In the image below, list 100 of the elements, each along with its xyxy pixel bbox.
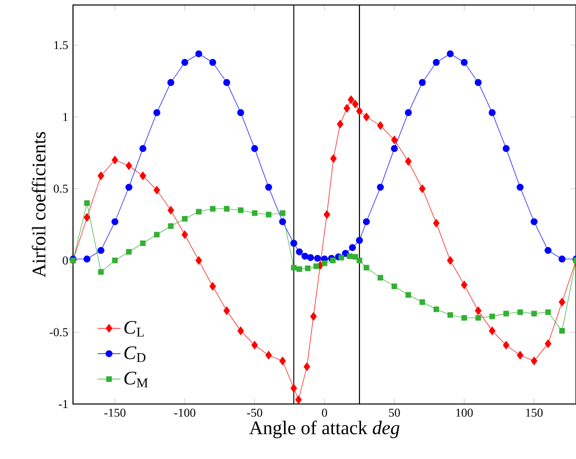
point xyxy=(310,312,317,321)
point xyxy=(304,362,310,371)
point xyxy=(324,210,330,219)
point xyxy=(474,79,482,86)
point xyxy=(112,156,118,164)
point xyxy=(301,252,308,260)
point xyxy=(209,282,216,291)
point xyxy=(502,145,510,152)
point xyxy=(251,340,258,350)
point xyxy=(447,312,454,318)
point xyxy=(139,145,146,152)
x-axis-title: Angle of attack deg xyxy=(249,420,400,438)
point xyxy=(363,112,370,122)
point xyxy=(474,306,482,315)
legend-label: C$_{D}$ xyxy=(124,346,146,362)
point xyxy=(279,356,286,366)
point xyxy=(352,100,359,108)
point xyxy=(446,50,454,58)
point xyxy=(322,260,328,266)
x-tick-label: 150 xyxy=(526,408,543,417)
point xyxy=(346,253,352,259)
point xyxy=(209,58,216,66)
point xyxy=(502,340,510,350)
point xyxy=(182,230,188,239)
point xyxy=(517,309,523,315)
point xyxy=(112,258,118,264)
point xyxy=(376,184,384,191)
point xyxy=(330,154,337,163)
point xyxy=(356,258,362,264)
point xyxy=(307,254,314,262)
point xyxy=(460,58,468,66)
point xyxy=(304,266,311,272)
point xyxy=(290,240,298,247)
point xyxy=(237,326,244,336)
point xyxy=(223,306,230,315)
point xyxy=(348,95,354,104)
point xyxy=(530,218,538,226)
point xyxy=(84,200,90,206)
point xyxy=(348,244,356,252)
x-tick-label: 100 xyxy=(456,408,473,417)
point xyxy=(356,106,363,116)
y-tick-label: 1 xyxy=(63,112,68,121)
point xyxy=(433,306,440,312)
point xyxy=(488,109,496,116)
point xyxy=(126,249,132,255)
point xyxy=(252,210,258,216)
point xyxy=(97,246,104,254)
point xyxy=(545,309,551,315)
point xyxy=(296,266,302,272)
point xyxy=(503,310,509,316)
point xyxy=(559,328,565,334)
point xyxy=(265,184,272,191)
point xyxy=(338,254,344,260)
point xyxy=(362,218,370,226)
point xyxy=(378,274,384,280)
point xyxy=(84,213,90,222)
point xyxy=(488,326,496,336)
x-tick-label: -150 xyxy=(104,408,126,417)
point xyxy=(98,269,104,275)
point xyxy=(531,310,537,316)
y-axis-title: Airfoil coefficients xyxy=(32,132,46,278)
point xyxy=(266,212,272,218)
point xyxy=(168,223,174,229)
point xyxy=(446,256,454,265)
point xyxy=(330,258,336,264)
y-tick-label: 0 xyxy=(62,256,68,265)
point xyxy=(195,50,202,58)
point xyxy=(404,109,412,116)
point xyxy=(516,350,524,360)
point xyxy=(314,254,321,262)
point xyxy=(154,186,160,194)
x-tick-label: -100 xyxy=(174,408,196,417)
point xyxy=(530,356,538,366)
point xyxy=(390,145,398,152)
point xyxy=(475,315,481,321)
point xyxy=(210,206,216,212)
point xyxy=(181,58,188,66)
point xyxy=(223,79,230,86)
point xyxy=(420,299,426,305)
x-tick-label: -50 xyxy=(247,408,262,417)
point xyxy=(296,248,303,256)
point xyxy=(251,145,258,152)
point xyxy=(364,264,370,270)
point xyxy=(392,283,398,290)
point xyxy=(336,120,344,128)
point xyxy=(290,384,298,392)
point xyxy=(558,256,566,262)
point xyxy=(558,298,566,306)
point xyxy=(280,210,286,216)
point xyxy=(432,58,440,66)
point xyxy=(140,172,146,180)
point xyxy=(265,350,272,360)
point xyxy=(419,184,426,193)
point xyxy=(125,184,132,191)
point xyxy=(433,218,440,228)
point xyxy=(544,339,552,348)
point xyxy=(167,79,174,86)
y-tick-label: -1 xyxy=(58,400,68,408)
point xyxy=(98,172,104,180)
point xyxy=(168,206,174,214)
